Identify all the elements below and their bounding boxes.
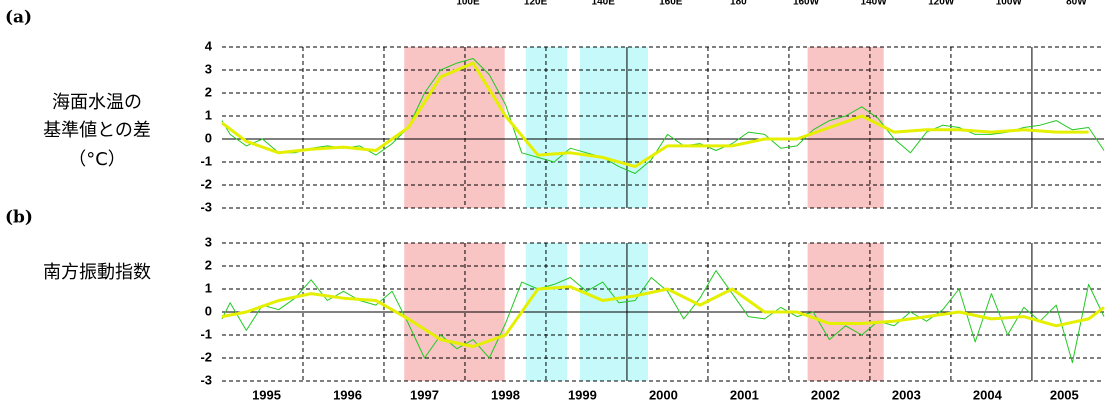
y-tick-label: 1: [205, 107, 212, 122]
y-tick-label: -3: [200, 372, 212, 387]
y-axis-label: 海面水温の: [52, 92, 142, 113]
x-tick-label: 2003: [892, 387, 921, 402]
data-line: [221, 270, 1105, 364]
top-label: 180: [730, 0, 747, 8]
x-tick-label: 1999: [568, 387, 597, 402]
x-tick-label: 2001: [730, 387, 759, 402]
y-tick-label: 2: [205, 257, 212, 272]
y-axis-label: 南方振動指数: [43, 262, 151, 283]
y-tick-label: 3: [205, 234, 212, 249]
x-tick-label: 1995: [252, 387, 281, 402]
y-tick-label: -2: [200, 176, 212, 191]
top-label: 140E: [592, 0, 616, 8]
y-tick-label: 0: [205, 130, 212, 145]
top-label: 100W: [996, 0, 1023, 8]
top-label: 160W: [793, 0, 820, 8]
y-axis-label: （°C）: [68, 149, 126, 170]
data-line: [221, 61, 1089, 169]
y-tick-label: -2: [200, 349, 212, 364]
top-label: 140W: [861, 0, 888, 8]
top-label: 120W: [928, 0, 955, 8]
y-tick-label: 4: [205, 38, 213, 53]
top-label: 100E: [456, 0, 480, 8]
shaded-period: [807, 47, 884, 208]
y-tick-label: -1: [200, 326, 212, 341]
x-tick-label: 2004: [973, 387, 1003, 402]
y-tick-label: 1: [205, 280, 212, 295]
x-tick-label: 2005: [1050, 387, 1079, 402]
panel-label: (a): [5, 8, 32, 28]
y-tick-label: 0: [205, 303, 212, 318]
x-tick-label: 1998: [491, 387, 520, 402]
y-tick-label: -1: [200, 153, 212, 168]
y-tick-label: 3: [205, 61, 212, 76]
x-tick-label: 1997: [410, 387, 439, 402]
y-tick-label: -3: [200, 199, 212, 214]
data-line: [221, 58, 1105, 174]
top-label: 120E: [524, 0, 548, 8]
data-line: [221, 285, 1105, 348]
top-label: 160E: [659, 0, 683, 8]
y-tick-label: 2: [205, 84, 212, 99]
x-tick-label: 1996: [333, 387, 362, 402]
x-tick-label: 2000: [649, 387, 678, 402]
x-tick-label: 2002: [811, 387, 840, 402]
panel-label: (b): [5, 208, 33, 228]
y-axis-label: 基準値との差: [43, 120, 151, 141]
shaded-period: [579, 47, 649, 208]
top-label: 80W: [1066, 0, 1087, 8]
